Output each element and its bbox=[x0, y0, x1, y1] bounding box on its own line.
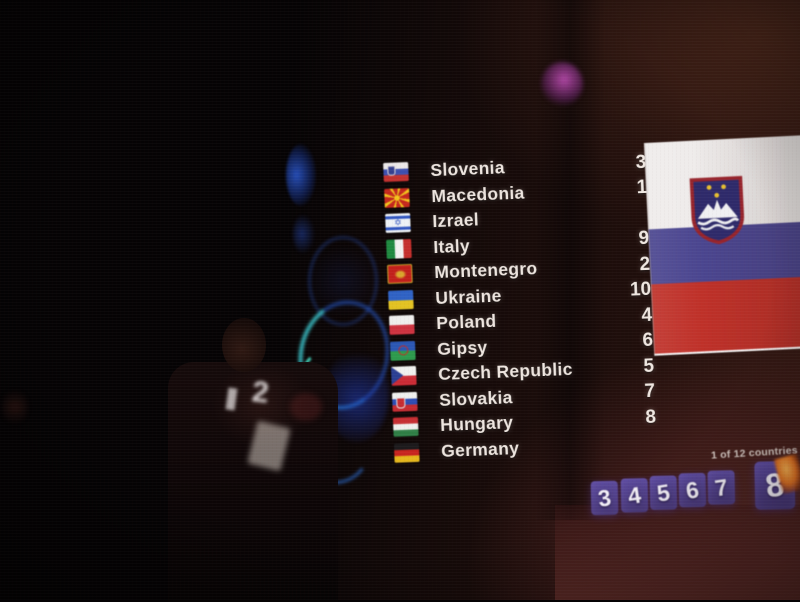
poland-flag-icon bbox=[388, 315, 415, 336]
point-tile: 3 bbox=[590, 480, 619, 516]
points-value: 4 bbox=[641, 304, 653, 326]
person-body-silhouette bbox=[168, 362, 338, 602]
blue-bokeh-ring bbox=[308, 236, 378, 326]
points-value: 7 bbox=[644, 380, 656, 403]
magenta-light-blob bbox=[541, 62, 583, 106]
point-tile-value: 6 bbox=[684, 476, 701, 504]
points-value: 2 bbox=[639, 253, 651, 275]
points-value: 8 bbox=[645, 406, 657, 428]
hungary-flag-icon bbox=[392, 417, 419, 438]
macedonia-flag-icon bbox=[384, 187, 410, 208]
points-value bbox=[612, 214, 650, 215]
point-tile: 4 bbox=[620, 478, 649, 513]
voting-scoreboard: Slovenia 3 Macedonia 1 Izrael Italy 9 Mo… bbox=[383, 150, 660, 466]
points-value: 10 bbox=[629, 279, 652, 301]
country-label: Germany bbox=[440, 437, 520, 461]
italy-flag-icon bbox=[386, 238, 412, 259]
audience-head-silhouette bbox=[2, 388, 28, 426]
israel-flag-icon bbox=[385, 213, 411, 234]
czech-republic-flag-icon bbox=[390, 366, 417, 387]
point-tile-value: 5 bbox=[655, 478, 672, 507]
points-value: 6 bbox=[642, 330, 654, 352]
slovenia-big-flag bbox=[643, 135, 800, 356]
germany-flag-icon bbox=[393, 442, 420, 463]
point-tile: 7 bbox=[707, 470, 736, 505]
point-tiles-row: 3 4 5 6 7 8 bbox=[584, 460, 800, 535]
blue-bokeh-light bbox=[293, 214, 315, 254]
person-head-silhouette bbox=[222, 318, 266, 372]
points-value: 1 bbox=[636, 177, 648, 199]
points-value: 3 bbox=[635, 151, 647, 174]
shirt-red-patch bbox=[290, 393, 322, 421]
point-tile: 5 bbox=[649, 475, 678, 510]
points-value bbox=[621, 443, 659, 444]
blue-bokeh-light bbox=[286, 144, 316, 206]
point-tile-value: 3 bbox=[596, 484, 613, 512]
slovenia-coat-of-arms-icon bbox=[689, 176, 745, 245]
point-tile-value: 4 bbox=[626, 481, 643, 510]
shirt-number: 2 bbox=[250, 375, 271, 410]
ukraine-flag-icon bbox=[388, 289, 414, 310]
point-tile-value: 7 bbox=[713, 473, 730, 502]
montenegro-flag-icon bbox=[387, 264, 413, 285]
screen-bottom-maroon-glow bbox=[555, 505, 800, 600]
points-value: 9 bbox=[638, 228, 650, 250]
point-tile: 6 bbox=[678, 472, 707, 508]
slovenia-flag-icon bbox=[383, 162, 409, 183]
gipsy-romani-flag-icon bbox=[389, 340, 416, 361]
slovakia-flag-icon bbox=[391, 391, 418, 412]
points-value: 5 bbox=[643, 355, 655, 377]
